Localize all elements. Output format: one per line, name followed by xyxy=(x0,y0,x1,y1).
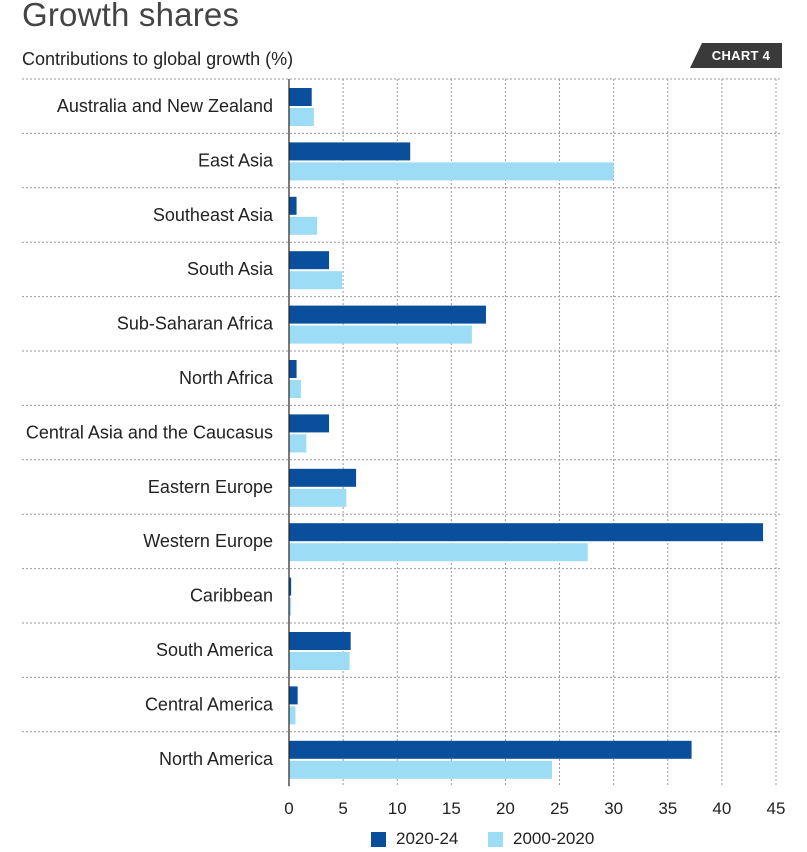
bar-2020-24-3 xyxy=(289,251,330,270)
x-tick-label-10: 10 xyxy=(388,799,407,818)
bar-2000-2020-7 xyxy=(289,488,347,507)
bar-2000-2020-10 xyxy=(289,652,350,670)
bar-2000-2020-1 xyxy=(289,162,614,181)
legend-swatch-2000-2020 xyxy=(488,831,503,847)
bar-2020-24-10 xyxy=(289,632,351,650)
category-label-2: Southeast Asia xyxy=(153,205,274,225)
chart-subtitle: Contributions to global growth (%) xyxy=(22,49,294,69)
bar-2020-24-12 xyxy=(289,740,692,759)
legend-label-2020-24: 2020-24 xyxy=(396,829,459,848)
x-tick-label-15: 15 xyxy=(442,799,461,818)
chart-title: Growth shares xyxy=(22,0,240,33)
category-label-11: Central America xyxy=(145,694,274,714)
legend: 2020-24 2000-2020 xyxy=(0,829,807,851)
category-label-3: South Asia xyxy=(187,259,274,279)
bar-2000-2020-5 xyxy=(289,380,301,398)
category-label-5: North Africa xyxy=(179,368,274,388)
category-label-0: Australia and New Zealand xyxy=(57,96,273,116)
bar-2000-2020-6 xyxy=(289,434,307,453)
category-label-9: Caribbean xyxy=(190,586,273,606)
x-tick-label-45: 45 xyxy=(767,799,786,818)
bar-2000-2020-2 xyxy=(289,216,318,235)
category-label-10: South America xyxy=(156,640,274,660)
bar-2020-24-8 xyxy=(289,523,764,542)
bar-2000-2020-4 xyxy=(289,325,472,344)
category-label-1: East Asia xyxy=(198,150,274,170)
x-tick-label-20: 20 xyxy=(496,799,515,818)
legend-item-2000-2020: 2000-2020 xyxy=(488,829,594,849)
category-label-6: Central Asia and the Caucasus xyxy=(26,422,273,442)
bar-2000-2020-11 xyxy=(289,706,296,725)
bar-2000-2020-12 xyxy=(289,760,552,779)
x-tick-label-5: 5 xyxy=(338,799,347,818)
x-tick-label-35: 35 xyxy=(658,799,677,818)
category-label-8: Western Europe xyxy=(143,531,273,551)
category-label-4: Sub-Saharan Africa xyxy=(117,314,274,334)
bar-2020-24-1 xyxy=(289,142,411,161)
bar-2020-24-4 xyxy=(289,305,486,324)
x-tick-label-25: 25 xyxy=(550,799,569,818)
category-label-12: North America xyxy=(159,749,274,769)
x-tick-label-40: 40 xyxy=(712,799,731,818)
legend-swatch-2020-24 xyxy=(371,831,386,847)
chart-number-badge: CHART 4 xyxy=(690,43,782,68)
bar-2020-24-7 xyxy=(289,468,357,487)
bar-2020-24-5 xyxy=(289,360,297,378)
badge-label: CHART 4 xyxy=(711,48,771,63)
badge-shape xyxy=(690,43,782,68)
bar-2020-24-9 xyxy=(289,577,292,596)
bar-2020-24-0 xyxy=(289,88,312,106)
x-tick-label-30: 30 xyxy=(604,799,623,818)
bar-2020-24-2 xyxy=(289,196,297,215)
bar-chart: Australia and New Zealand East Asia Southe… xyxy=(22,78,786,818)
bar-2000-2020-9 xyxy=(289,597,292,616)
legend-item-2020-24: 2020-24 xyxy=(371,829,458,849)
category-label-7: Eastern Europe xyxy=(148,477,273,497)
bar-2000-2020-0 xyxy=(289,108,314,126)
x-tick-label-0: 0 xyxy=(284,799,293,818)
bar-2020-24-11 xyxy=(289,686,298,705)
bar-2000-2020-3 xyxy=(289,271,343,290)
bar-2020-24-6 xyxy=(289,414,330,433)
legend-label-2000-2020: 2000-2020 xyxy=(513,829,595,848)
bar-2000-2020-8 xyxy=(289,543,588,562)
